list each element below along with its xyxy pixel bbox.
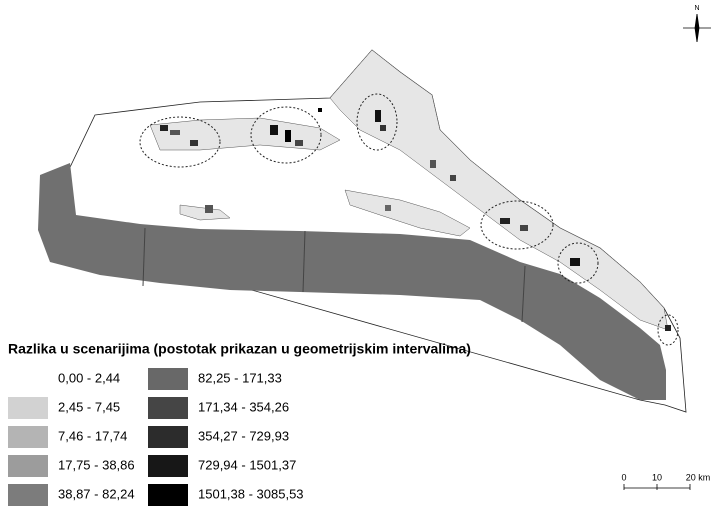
change-cells bbox=[160, 108, 671, 331]
legend-label: 7,46 - 17,74 bbox=[58, 428, 127, 443]
north-label: N bbox=[694, 5, 699, 12]
legend-swatch bbox=[8, 484, 48, 506]
scale-label: 20 km bbox=[686, 472, 711, 482]
legend-label: 0,00 - 2,44 bbox=[58, 370, 120, 385]
legend-label: 2,45 - 7,45 bbox=[58, 399, 120, 414]
sea-divider bbox=[302, 230, 306, 293]
north-arrow bbox=[683, 13, 711, 43]
legend-swatch bbox=[148, 484, 188, 506]
legend-swatch bbox=[8, 397, 48, 419]
legend-swatch bbox=[148, 368, 188, 390]
sea-divider bbox=[142, 227, 146, 287]
legend-swatch bbox=[148, 397, 188, 419]
land bbox=[149, 49, 669, 331]
scale-label: 10 bbox=[652, 472, 662, 482]
legend-label: 354,27 - 729,93 bbox=[198, 428, 289, 443]
legend-label: 1501,38 - 3085,53 bbox=[198, 486, 304, 501]
legend-label: 17,75 - 38,86 bbox=[58, 457, 135, 472]
legend-label: 171,34 - 354,26 bbox=[198, 399, 289, 414]
legend-label: 38,87 - 82,24 bbox=[58, 486, 135, 501]
legend-swatch bbox=[8, 426, 48, 448]
scale-bar bbox=[623, 484, 691, 490]
legend: 0,00 - 2,44 2,45 - 7,45 7,46 - 17,74 17,75 … bbox=[8, 368, 304, 506]
legend-swatch bbox=[8, 368, 48, 390]
legend-swatch bbox=[148, 455, 188, 477]
sea-zone bbox=[38, 163, 666, 400]
sea-divider bbox=[521, 265, 526, 323]
legend-label: 729,94 - 1501,37 bbox=[198, 457, 296, 472]
legend-label: 82,25 - 171,33 bbox=[198, 370, 282, 385]
scale-label: 0 bbox=[621, 472, 626, 482]
highlight-circle bbox=[139, 93, 679, 346]
legend-swatch bbox=[8, 455, 48, 477]
legend-title: Razlika u scenarijima (postotak prikazan… bbox=[8, 341, 471, 357]
legend-swatch bbox=[148, 426, 188, 448]
